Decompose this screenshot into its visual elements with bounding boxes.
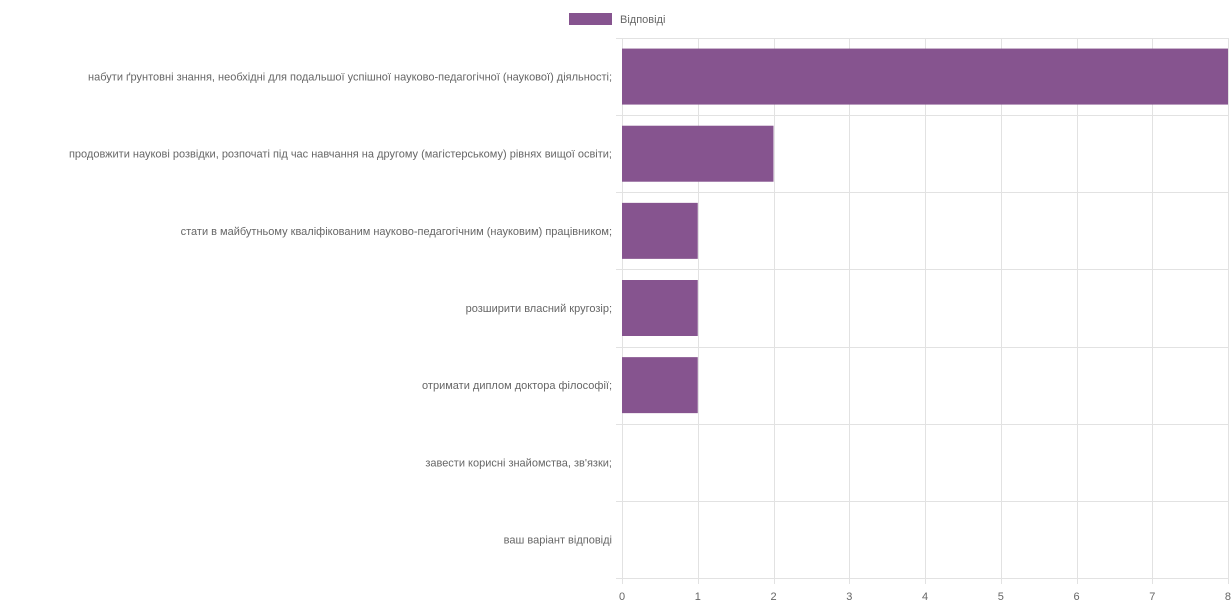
bars (622, 48, 1228, 414)
bar[interactable] (622, 202, 698, 259)
category-label: завести корисні знайомства, зв'язки; (425, 457, 612, 469)
x-tick-label: 7 (1149, 591, 1155, 602)
x-tick-label: 2 (770, 591, 776, 602)
x-tick-label: 4 (922, 591, 928, 602)
category-label: розширити власний кругозір; (466, 303, 612, 315)
category-label: ваш варіант відповіді (504, 534, 612, 546)
legend[interactable]: Відповіді (569, 13, 665, 26)
category-label: продовжити наукові розвідки, розпочаті п… (69, 149, 612, 161)
legend-label: Відповіді (620, 14, 665, 26)
x-tick-label: 0 (619, 591, 625, 602)
category-label: отримати диплом доктора філософії; (422, 380, 612, 392)
legend-swatch (569, 13, 612, 25)
category-labels: набути ґрунтовні знання, необхідні для п… (69, 72, 612, 547)
x-tick-label: 8 (1225, 591, 1231, 602)
grid (616, 38, 1229, 584)
bar[interactable] (622, 280, 698, 336)
x-tick-label: 6 (1073, 591, 1079, 602)
x-tick-labels: 0 1 2 3 4 5 6 7 8 (619, 591, 1231, 603)
bar[interactable] (622, 357, 698, 414)
bar[interactable] (622, 48, 1228, 105)
bar[interactable] (622, 125, 774, 182)
x-tick-label: 1 (695, 591, 701, 602)
category-label: набути ґрунтовні знання, необхідні для п… (88, 72, 612, 84)
x-tick-label: 3 (846, 591, 852, 602)
category-label: стати в майбутньому кваліфікованим науко… (181, 226, 612, 238)
x-tick-label: 5 (998, 591, 1004, 602)
